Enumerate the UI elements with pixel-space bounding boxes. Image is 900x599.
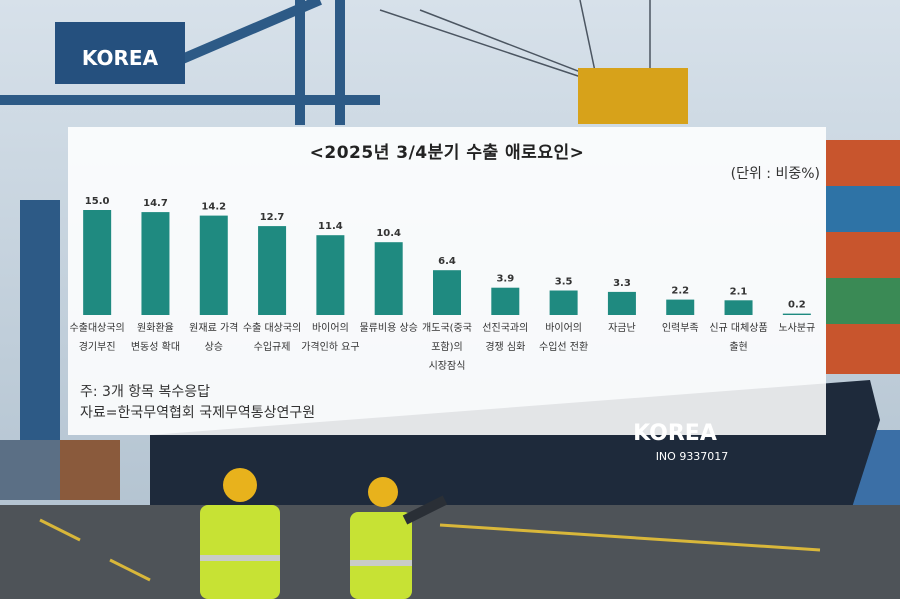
crane-cab <box>55 22 185 84</box>
bar-2 <box>199 215 228 315</box>
bar-chart: 15.0 수출대상국의 경기부진 14.7 원화환율 변동성 확대 14.2 원재료 가격 상승… <box>70 196 816 372</box>
container-stack <box>826 140 900 510</box>
bar-6 <box>433 270 461 315</box>
category-label-8: 바이어의 수입선 전환 <box>539 322 588 353</box>
bar-5 <box>374 242 403 315</box>
category-label-4: 바이어의 가격인하 요구 <box>301 322 359 353</box>
category-label-2: 원재료 가격 상승 <box>189 321 238 353</box>
ship-id: INO 9337017 <box>656 450 729 463</box>
category-label-0: 수출대상국의 경기부진 <box>70 322 125 353</box>
category-label-1: 원화환율 변동성 확대 <box>131 322 180 353</box>
bar-12 <box>782 313 811 315</box>
chart-title: <2025년 3/4분기 수출 애로요인> <box>309 143 585 163</box>
spreader <box>578 68 688 124</box>
chart-panel: <2025년 3/4분기 수출 애로요인> (단위 : 비중%) 15.0 수출대… <box>68 127 826 435</box>
quay <box>0 505 900 599</box>
value-label-7: 3.9 <box>496 274 514 285</box>
category-label-10: 인력부족 <box>662 322 699 334</box>
value-label-1: 14.7 <box>143 198 168 209</box>
chart-notes: 주: 3개 항목 복수응답 자료=한국무역협회 국제무역통상연구원 <box>80 382 315 424</box>
category-label-11: 신규 대체상품 출현 <box>709 322 767 353</box>
value-label-5: 10.4 <box>376 228 401 239</box>
bar-8 <box>549 290 578 315</box>
bar-0 <box>83 210 112 315</box>
value-label-4: 11.4 <box>318 221 343 232</box>
bar-7 <box>491 287 520 315</box>
unit-label: (단위 : 비중%) <box>730 166 820 182</box>
category-label-7: 선진국과의 경쟁 심화 <box>482 322 528 353</box>
category-label-5: 물류비용 상승 <box>359 322 417 334</box>
value-label-0: 15.0 <box>85 196 110 207</box>
category-label-3: 수출 대상국의 수입규제 <box>243 322 301 353</box>
value-label-12: 0.2 <box>788 300 806 311</box>
crane <box>0 0 380 125</box>
value-label-10: 2.2 <box>671 286 689 297</box>
bar-3 <box>258 226 287 315</box>
value-label-11: 2.1 <box>730 286 748 297</box>
value-label-2: 14.2 <box>201 202 226 213</box>
crane-sign: KOREA <box>82 46 159 70</box>
value-label-8: 3.5 <box>555 277 573 288</box>
source-line: 자료=한국무역협회 국제무역통상연구원 <box>80 405 316 421</box>
bar-1 <box>141 212 170 315</box>
note-line: 주: 3개 항목 복수응답 <box>80 384 211 400</box>
bar-10 <box>666 299 695 315</box>
bar-11 <box>724 300 753 315</box>
value-label-6: 6.4 <box>438 256 456 267</box>
worker-right <box>350 477 448 599</box>
value-label-3: 12.7 <box>260 212 285 223</box>
worker-left <box>200 468 280 599</box>
category-label-9: 자금난 <box>608 322 636 334</box>
category-label-12: 노사분규 <box>778 322 815 334</box>
bar-9 <box>607 291 636 315</box>
bar-4 <box>316 235 345 315</box>
category-label-6: 개도국(중국 포함)의 시장잠식 <box>422 322 472 372</box>
value-label-9: 3.3 <box>613 278 631 289</box>
